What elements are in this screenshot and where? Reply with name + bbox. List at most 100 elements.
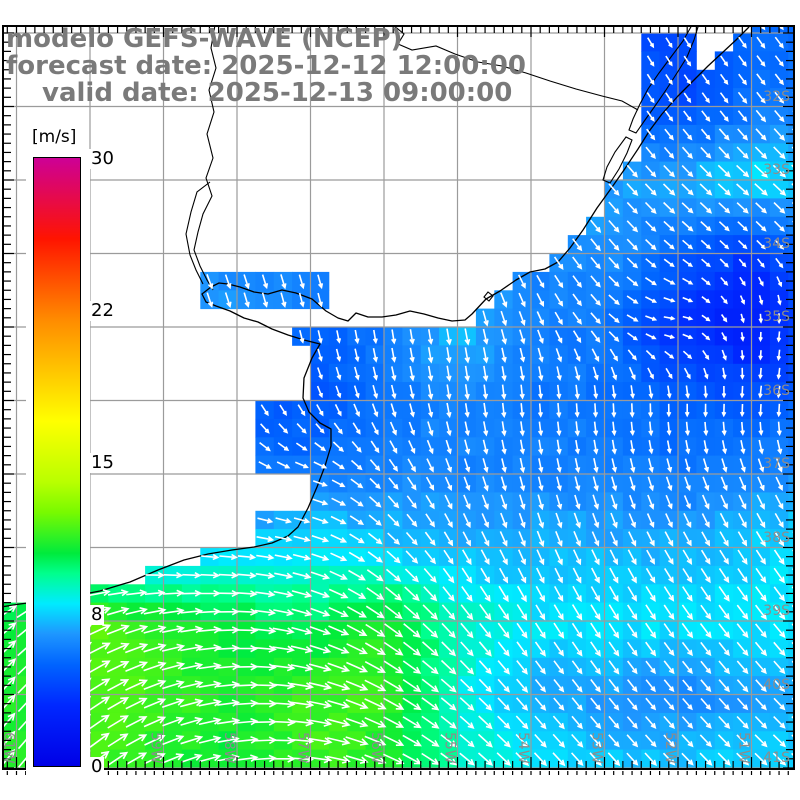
- wind-arrow: [573, 530, 581, 547]
- wind-arrow: [682, 568, 693, 584]
- wind-arrow: [482, 384, 489, 400]
- wind-arrow: [427, 403, 434, 418]
- wind-arrow: [537, 347, 544, 363]
- wind-arrow: [737, 549, 748, 565]
- wind-arrow: [421, 715, 440, 729]
- wind-arrow: [681, 220, 694, 232]
- wind-arrow: [477, 752, 494, 766]
- wind-arrow: [701, 531, 711, 547]
- wind-arrow: [572, 549, 582, 566]
- wind-arrow: [701, 92, 710, 104]
- wind-arrow: [627, 604, 638, 621]
- wind-arrow: [365, 605, 385, 619]
- wind-arrow: [293, 535, 311, 543]
- wind-arrow: [182, 571, 202, 579]
- wind-arrow: [571, 715, 583, 730]
- wind-arrow: [773, 679, 786, 693]
- wind-arrow: [446, 365, 452, 382]
- wind-arrow: [719, 73, 729, 86]
- wind-arrow: [272, 627, 295, 635]
- wind-arrow: [736, 697, 749, 711]
- wind-arrow: [316, 404, 324, 417]
- wind-arrow: [718, 679, 730, 693]
- wind-arrow: [553, 604, 564, 621]
- wind-arrow: [736, 146, 749, 160]
- wind-arrow: [610, 512, 618, 529]
- wind-arrow: [354, 348, 360, 363]
- wind-arrow: [309, 626, 332, 636]
- wind-arrow: [519, 439, 525, 455]
- wind-arrow: [774, 55, 784, 67]
- wind-arrow: [700, 549, 711, 565]
- wind-arrow: [756, 512, 766, 529]
- wind-arrow: [125, 679, 149, 691]
- wind-arrow: [773, 641, 786, 657]
- wind-arrow: [442, 567, 455, 584]
- wind-arrow: [681, 622, 694, 639]
- wind-arrow: [776, 421, 782, 437]
- wind-arrow: [180, 680, 204, 689]
- lat-axis-label: 35S: [763, 309, 790, 325]
- wind-arrow: [257, 517, 274, 524]
- wind-arrow: [88, 660, 111, 674]
- wind-cell: [494, 786, 513, 800]
- wind-arrow: [327, 793, 349, 799]
- wind-arrow: [328, 588, 349, 599]
- wind-arrow: [774, 531, 785, 547]
- wind-cell: [641, 768, 660, 787]
- wind-arrow: [260, 423, 270, 434]
- wind-arrow: [796, 294, 799, 305]
- wind-arrow: [371, 403, 379, 418]
- wind-arrow: [571, 733, 584, 748]
- wind-arrow: [261, 274, 269, 290]
- wind-arrow: [516, 660, 528, 675]
- lon-axis-label: 59W: [147, 732, 164, 764]
- wind-arrow: [720, 494, 728, 510]
- wind-arrow: [589, 752, 602, 767]
- wind-arrow: [664, 549, 674, 565]
- wind-arrow: [106, 624, 130, 636]
- wind-arrow: [758, 439, 764, 455]
- wind-arrow: [795, 459, 800, 471]
- wind-arrow: [535, 604, 546, 621]
- wind-cell: [421, 768, 440, 787]
- wind-arrow: [626, 295, 639, 304]
- wind-arrow: [143, 716, 167, 728]
- wind-arrow: [217, 735, 240, 744]
- wind-arrow: [720, 476, 728, 492]
- wind-arrow: [464, 403, 470, 418]
- wind-arrow: [701, 314, 711, 322]
- wind-arrow: [699, 715, 712, 729]
- wind-cell: [255, 786, 274, 800]
- wind-arrow: [243, 274, 250, 290]
- wind-cell: [53, 786, 72, 800]
- wind-arrow: [610, 366, 618, 381]
- wind-arrow: [754, 183, 768, 196]
- wind-cell: [678, 768, 697, 787]
- wind-arrow: [773, 128, 786, 141]
- wind-arrow: [405, 550, 419, 564]
- wind-arrow: [198, 735, 222, 744]
- wind-cell: [347, 786, 366, 800]
- wind-arrow: [611, 439, 617, 455]
- wind-arrow: [663, 315, 676, 321]
- wind-arrow: [626, 276, 639, 287]
- wind-arrow: [737, 790, 748, 800]
- wind-arrow: [298, 274, 305, 290]
- wind-arrow: [774, 109, 785, 123]
- wind-arrow: [311, 553, 330, 561]
- wind-arrow: [89, 589, 111, 597]
- wind-arrow: [699, 734, 713, 748]
- wind-arrow: [755, 790, 767, 800]
- wind-arrow: [364, 754, 387, 765]
- wind-arrow: [331, 479, 346, 488]
- wind-arrow: [736, 752, 750, 766]
- wind-arrow: [535, 567, 545, 584]
- wind-cell: [678, 786, 697, 800]
- wind-arrow: [517, 585, 527, 603]
- wind-arrow: [496, 752, 512, 767]
- wind-arrow: [441, 790, 456, 800]
- wind-arrow: [327, 662, 351, 673]
- wind-cell: [439, 768, 458, 787]
- wind-arrow: [645, 165, 657, 178]
